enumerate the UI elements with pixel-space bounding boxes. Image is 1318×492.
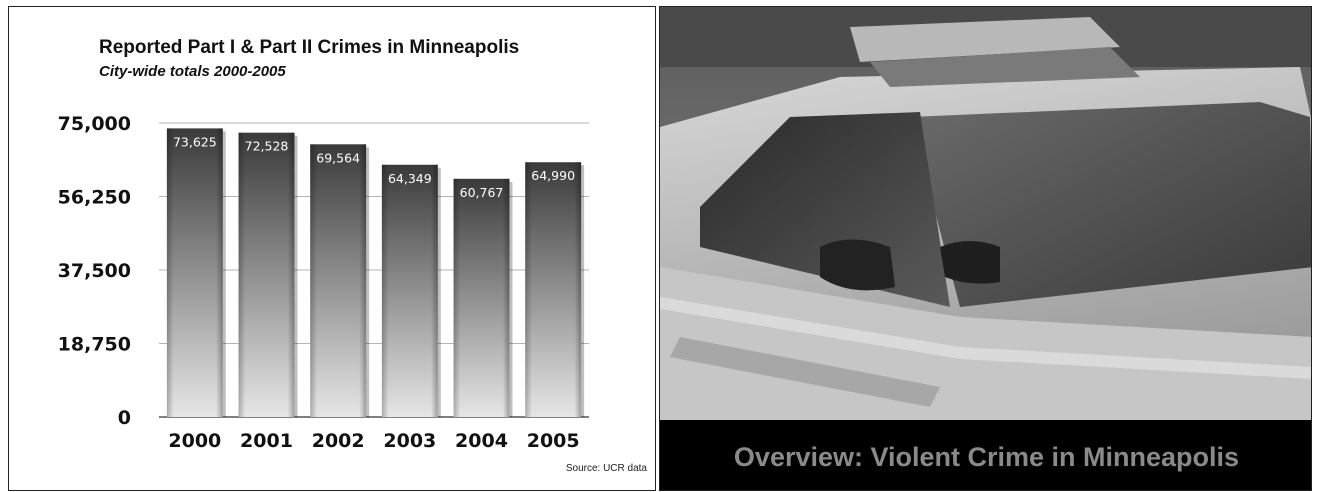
- x-tick-label: 2003: [383, 430, 436, 452]
- bar-shade: [525, 162, 582, 417]
- data-label: 73,625: [173, 134, 217, 149]
- photo-slide: Overview: Violent Crime in Minneapolis: [659, 6, 1312, 491]
- x-tick-label: 2005: [527, 430, 580, 452]
- bar-shade: [310, 144, 367, 417]
- data-label: 69,564: [316, 150, 360, 165]
- x-tick-label: 2000: [168, 430, 221, 452]
- grid-lines: [159, 122, 589, 418]
- caption-bar: [660, 420, 1311, 490]
- chart-slide: Reported Part I & Part II Crimes in Minn…: [8, 6, 656, 491]
- y-tick-label: 18,750: [58, 334, 131, 356]
- y-tick-label: 37,500: [58, 260, 131, 282]
- slide-caption: Overview: Violent Crime in Minneapolis: [733, 442, 1240, 472]
- data-label: 64,349: [388, 171, 432, 186]
- bars: [166, 128, 585, 417]
- chart-subtitle: City-wide totals 2000-2005: [99, 63, 286, 80]
- police-car-photo: [660, 7, 1311, 420]
- data-label: 64,990: [531, 168, 575, 183]
- data-label: 60,767: [460, 185, 504, 200]
- data-labels: 73,625 72,528 69,564 64,349 60,767 64,990: [173, 134, 575, 199]
- x-axis: 2000 2001 2002 2003 2004 2005: [168, 430, 579, 452]
- bar-shade: [381, 164, 438, 417]
- y-tick-label: 75,000: [58, 113, 131, 135]
- bar-shade: [453, 178, 510, 417]
- chart-title: Reported Part I & Part II Crimes in Minn…: [99, 37, 520, 58]
- data-label: 72,528: [245, 139, 289, 154]
- y-tick-label: 56,250: [58, 187, 131, 209]
- x-tick-label: 2004: [455, 430, 508, 452]
- source-note: Source: UCR data: [565, 463, 647, 474]
- y-tick-label: 0: [118, 407, 131, 429]
- bar-shade: [166, 128, 223, 417]
- bar-chart: 73,625 72,528 69,564 64,349 60,767 64,990 0 18…: [58, 113, 589, 452]
- x-tick-label: 2002: [312, 430, 365, 452]
- y-axis: 0 18,750 37,500 56,250 75,000: [58, 113, 131, 429]
- bar-shade: [238, 132, 295, 417]
- x-tick-label: 2001: [240, 430, 293, 452]
